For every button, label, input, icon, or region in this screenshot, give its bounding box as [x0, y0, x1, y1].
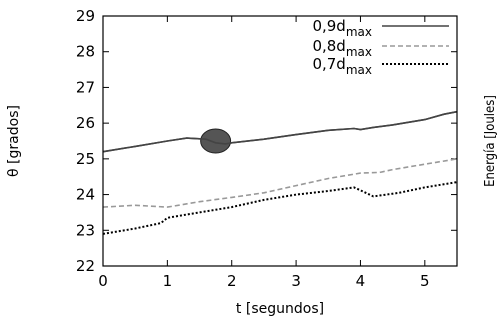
x-tick-label: 5: [420, 272, 430, 290]
series-line-1: [102, 110, 458, 153]
y-tick-label: 28: [76, 43, 95, 61]
legend-entry-2: 0,8dmax: [312, 37, 372, 59]
series-line-1-overlay: [102, 110, 458, 153]
x-axis-label: t [segundos]: [236, 301, 324, 317]
series-line-3: [102, 181, 458, 235]
series-layer: [102, 110, 458, 235]
x-tick-label: 4: [356, 272, 366, 290]
y-tick-label: 27: [76, 78, 95, 96]
y-tick-label: 29: [76, 7, 95, 25]
y-tick-label: 26: [76, 114, 95, 132]
series-line-2: [102, 158, 458, 208]
legend-entry-1: 0,9dmax: [312, 17, 372, 39]
y-tick-label: 23: [76, 221, 95, 239]
y-tick-label: 24: [76, 186, 95, 204]
x-tick-label: 3: [291, 272, 301, 290]
right-axis-label: Energía [Joules]: [483, 95, 498, 187]
y-tick-label: 22: [76, 257, 95, 275]
plot-frame: [102, 15, 458, 267]
x-tick-label: 2: [227, 272, 237, 290]
x-tick-label: 1: [163, 272, 173, 290]
marker-layer: [102, 110, 458, 154]
highlight-marker: [200, 128, 232, 154]
legend-entry-3: 0,7dmax: [312, 55, 372, 77]
y-tick-label: 25: [76, 150, 95, 168]
y-axis-label: θ [grados]: [6, 105, 22, 177]
x-tick-label: 0: [98, 272, 108, 290]
